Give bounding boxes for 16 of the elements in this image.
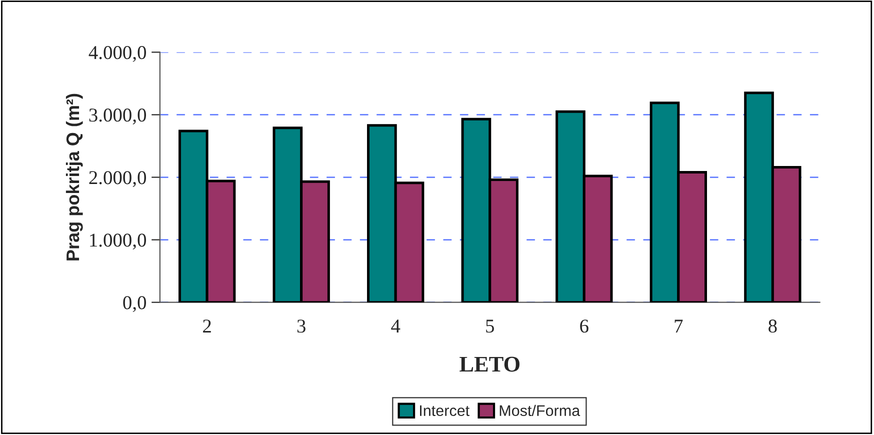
x-tick-label: 2 <box>203 320 211 332</box>
y-tick-label: 3.000,0 <box>89 108 146 124</box>
x-axis-title: LETO <box>460 356 520 372</box>
y-tick-label: 4.000,0 <box>88 46 146 62</box>
x-tick-label: 6 <box>580 320 588 333</box>
x-tick-label: 3 <box>297 320 306 333</box>
y-axis-title: Prag pokritja Q (m²) <box>66 94 83 260</box>
y-tick-label: 0,0 <box>123 296 146 312</box>
x-tick-label: 5 <box>486 320 494 333</box>
x-tick-label: 4 <box>391 320 400 332</box>
legend-label: Intercet <box>420 405 470 416</box>
legend-label: Most/Forma <box>500 404 580 416</box>
y-tick-label: 2.000,0 <box>89 171 146 187</box>
x-tick-label: 8 <box>768 320 777 333</box>
y-tick-label: 1.000,0 <box>90 234 146 250</box>
x-tick-label: 7 <box>674 320 683 332</box>
